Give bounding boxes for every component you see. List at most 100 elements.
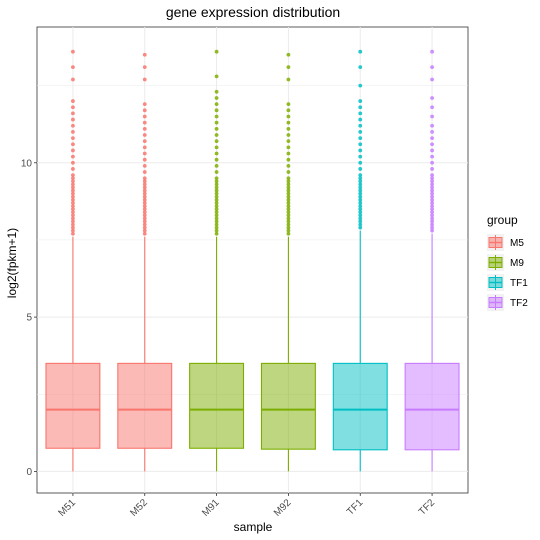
outlier-point	[286, 170, 291, 174]
outlier-point	[214, 170, 219, 174]
outlier-point	[358, 99, 363, 103]
box-M51	[45, 49, 101, 472]
outlier-point	[71, 231, 75, 236]
outlier-point	[430, 182, 434, 187]
outlier-point	[286, 201, 291, 205]
outlier-point	[286, 133, 291, 137]
x-tick-label: M51	[57, 497, 79, 519]
outlier-point	[71, 77, 75, 82]
outlier-point	[358, 191, 363, 196]
outlier-point	[358, 148, 363, 153]
outlier-point	[71, 123, 75, 128]
outlier-point	[286, 120, 291, 125]
outlier-point	[71, 148, 75, 153]
outlier-point	[142, 210, 147, 215]
outlier-point	[71, 176, 75, 181]
legend-entry-TF2: TF2	[487, 294, 528, 311]
y-axis-title: log2(fpkm+1)	[5, 228, 19, 298]
outlier-point	[286, 114, 291, 119]
outlier-point	[358, 182, 363, 187]
x-axis-title: sample	[234, 520, 273, 534]
outlier-point	[142, 139, 147, 144]
plot-panel	[36, 26, 469, 494]
outlier-point	[214, 89, 219, 94]
outlier-point	[214, 210, 219, 215]
outlier-point	[71, 188, 75, 193]
outlier-point	[286, 228, 291, 233]
outlier-point	[142, 179, 147, 184]
outlier-point	[286, 157, 291, 162]
outlier-point	[214, 126, 219, 131]
outlier-point	[214, 185, 219, 190]
outlier-point	[142, 126, 147, 131]
outlier-point	[286, 207, 291, 211]
outlier-point	[430, 96, 434, 100]
outlier-point	[286, 163, 291, 168]
outlier-point	[430, 197, 434, 202]
outlier-point	[71, 154, 75, 159]
outlier-point	[214, 207, 219, 211]
outlier-point	[214, 194, 219, 199]
outlier-point	[286, 139, 291, 144]
box-M91	[189, 49, 245, 472]
outlier-point	[142, 108, 147, 113]
outlier-point	[71, 222, 75, 227]
y-tick-label: 10	[21, 158, 33, 169]
outlier-point	[214, 201, 219, 205]
outlier-point	[142, 163, 147, 168]
outlier-point	[430, 188, 434, 193]
outlier-point	[142, 176, 147, 181]
legend-entry-TF1: TF1	[487, 274, 528, 291]
outlier-point	[430, 65, 434, 70]
outlier-point	[214, 197, 219, 202]
outlier-point	[142, 194, 147, 199]
x-axis: M51 M52 M91 M92 TF1 TF2	[57, 493, 438, 519]
outlier-point	[430, 213, 434, 218]
outlier-point	[71, 65, 75, 70]
outlier-point	[214, 191, 219, 196]
outlier-point	[286, 197, 291, 202]
x-tick-label: TF2	[417, 497, 438, 518]
outlier-point	[142, 201, 147, 205]
outlier-point	[142, 216, 147, 221]
outlier-point	[71, 219, 75, 224]
outlier-point	[358, 188, 363, 193]
outlier-point	[71, 185, 75, 190]
outlier-point	[142, 52, 147, 57]
outlier-point	[214, 204, 219, 208]
outlier-point	[214, 179, 219, 184]
outlier-point	[286, 102, 291, 107]
outlier-point	[142, 170, 147, 174]
outlier-point	[71, 194, 75, 199]
outlier-point	[358, 194, 363, 199]
outlier-point	[214, 102, 219, 107]
outlier-point	[430, 142, 434, 147]
outlier-point	[214, 74, 219, 79]
outlier-point	[430, 194, 434, 199]
box-TF2	[404, 49, 460, 472]
box-M52	[117, 52, 173, 472]
outlier-point	[142, 207, 147, 211]
outlier-point	[430, 173, 434, 178]
outlier-point	[286, 231, 291, 236]
outlier-point	[430, 201, 434, 205]
box-iqr	[404, 362, 460, 451]
outlier-point	[286, 126, 291, 131]
outlier-point	[430, 176, 434, 181]
outlier-point	[286, 185, 291, 190]
outlier-point	[142, 145, 147, 150]
x-tick-label: M52	[128, 497, 150, 519]
outlier-point	[142, 197, 147, 202]
outlier-point	[430, 154, 434, 159]
outlier-point	[142, 185, 147, 190]
outlier-point	[430, 204, 434, 208]
legend-entry-M5: M5	[487, 234, 524, 251]
outlier-point	[430, 210, 434, 215]
outlier-point	[71, 210, 75, 215]
outlier-point	[358, 142, 363, 147]
outlier-point	[214, 133, 219, 137]
outlier-point	[142, 204, 147, 208]
outlier-point	[142, 231, 147, 236]
outlier-point	[430, 191, 434, 196]
